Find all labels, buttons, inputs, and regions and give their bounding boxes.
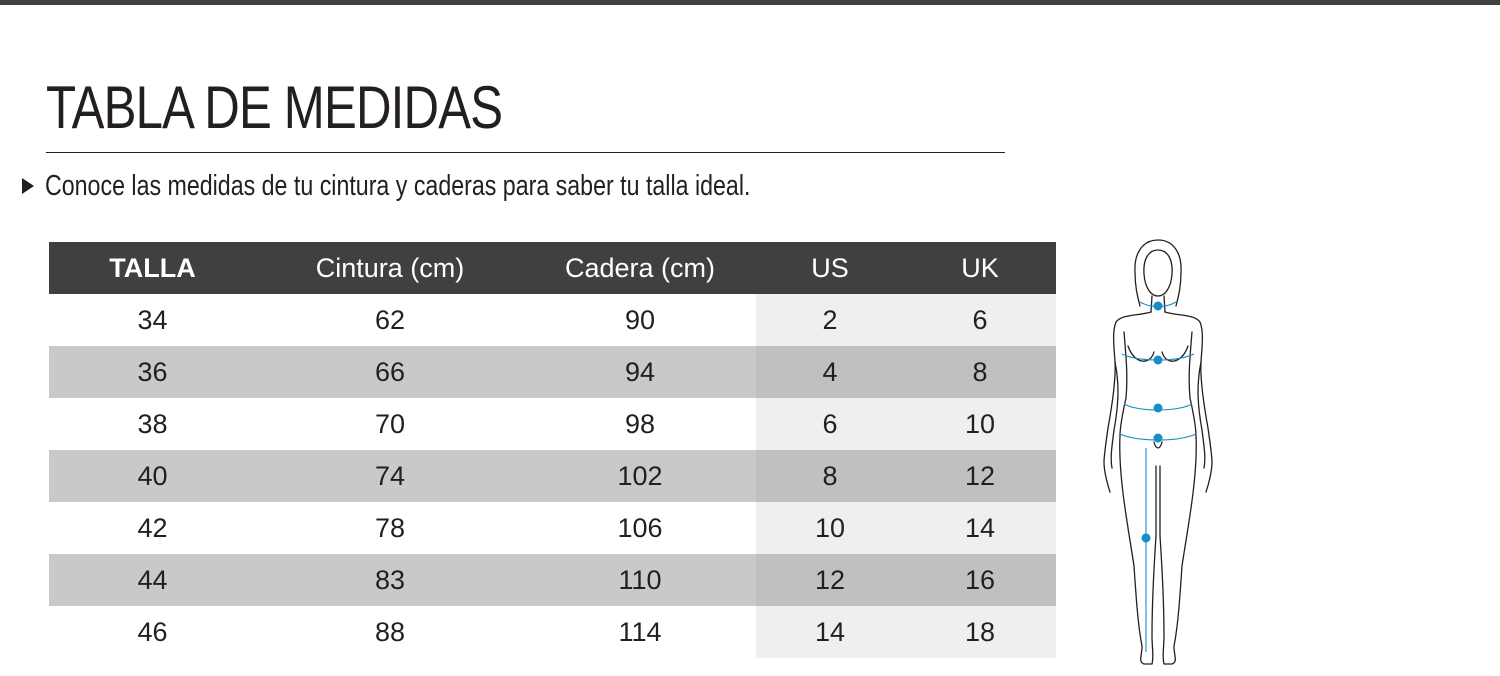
table-row: 34 62 90 2 6 xyxy=(49,294,1056,346)
cell-uk: 14 xyxy=(904,502,1056,554)
table-row: 40 74 102 8 12 xyxy=(49,450,1056,502)
subtitle: Conoce las medidas de tu cintura y cader… xyxy=(45,169,751,202)
cell-talla: 46 xyxy=(49,606,256,658)
cell-us: 12 xyxy=(756,554,904,606)
table-row: 44 83 110 12 16 xyxy=(49,554,1056,606)
cell-cadera: 90 xyxy=(524,294,756,346)
body-measurements-figure-icon xyxy=(1103,239,1213,665)
cell-us: 2 xyxy=(756,294,904,346)
table-row: 36 66 94 4 8 xyxy=(49,346,1056,398)
cell-talla: 38 xyxy=(49,398,256,450)
size-table: TALLA Cintura (cm) Cadera (cm) US UK 34 … xyxy=(49,242,1056,658)
table-row: 38 70 98 6 10 xyxy=(49,398,1056,450)
title-divider xyxy=(46,152,1005,153)
page-title: TABLA DE MEDIDAS xyxy=(46,74,503,141)
cell-talla: 42 xyxy=(49,502,256,554)
cell-cadera: 98 xyxy=(524,398,756,450)
cell-talla: 34 xyxy=(49,294,256,346)
cell-uk: 8 xyxy=(904,346,1056,398)
cell-us: 14 xyxy=(756,606,904,658)
cell-uk: 10 xyxy=(904,398,1056,450)
cell-cintura: 78 xyxy=(256,502,524,554)
subtitle-row: Conoce las medidas de tu cintura y cader… xyxy=(22,166,927,206)
top-bar xyxy=(0,0,1500,5)
cell-cadera: 102 xyxy=(524,450,756,502)
cell-uk: 6 xyxy=(904,294,1056,346)
cell-cintura: 88 xyxy=(256,606,524,658)
table-row: 46 88 114 14 18 xyxy=(49,606,1056,658)
header-us: US xyxy=(756,242,904,294)
cell-talla: 44 xyxy=(49,554,256,606)
cell-us: 10 xyxy=(756,502,904,554)
table-header-row: TALLA Cintura (cm) Cadera (cm) US UK xyxy=(49,242,1056,294)
cell-cadera: 114 xyxy=(524,606,756,658)
triangle-bullet-icon xyxy=(22,178,34,194)
cell-cintura: 62 xyxy=(256,294,524,346)
cell-cadera: 106 xyxy=(524,502,756,554)
cell-cintura: 66 xyxy=(256,346,524,398)
cell-us: 6 xyxy=(756,398,904,450)
cell-talla: 40 xyxy=(49,450,256,502)
cell-uk: 12 xyxy=(904,450,1056,502)
cell-cadera: 94 xyxy=(524,346,756,398)
cell-us: 4 xyxy=(756,346,904,398)
cell-uk: 18 xyxy=(904,606,1056,658)
cell-talla: 36 xyxy=(49,346,256,398)
header-uk: UK xyxy=(904,242,1056,294)
cell-cadera: 110 xyxy=(524,554,756,606)
table-row: 42 78 106 10 14 xyxy=(49,502,1056,554)
cell-uk: 16 xyxy=(904,554,1056,606)
header-talla: TALLA xyxy=(49,242,256,294)
header-cintura: Cintura (cm) xyxy=(256,242,524,294)
header-cadera: Cadera (cm) xyxy=(524,242,756,294)
cell-us: 8 xyxy=(756,450,904,502)
cell-cintura: 83 xyxy=(256,554,524,606)
cell-cintura: 70 xyxy=(256,398,524,450)
cell-cintura: 74 xyxy=(256,450,524,502)
